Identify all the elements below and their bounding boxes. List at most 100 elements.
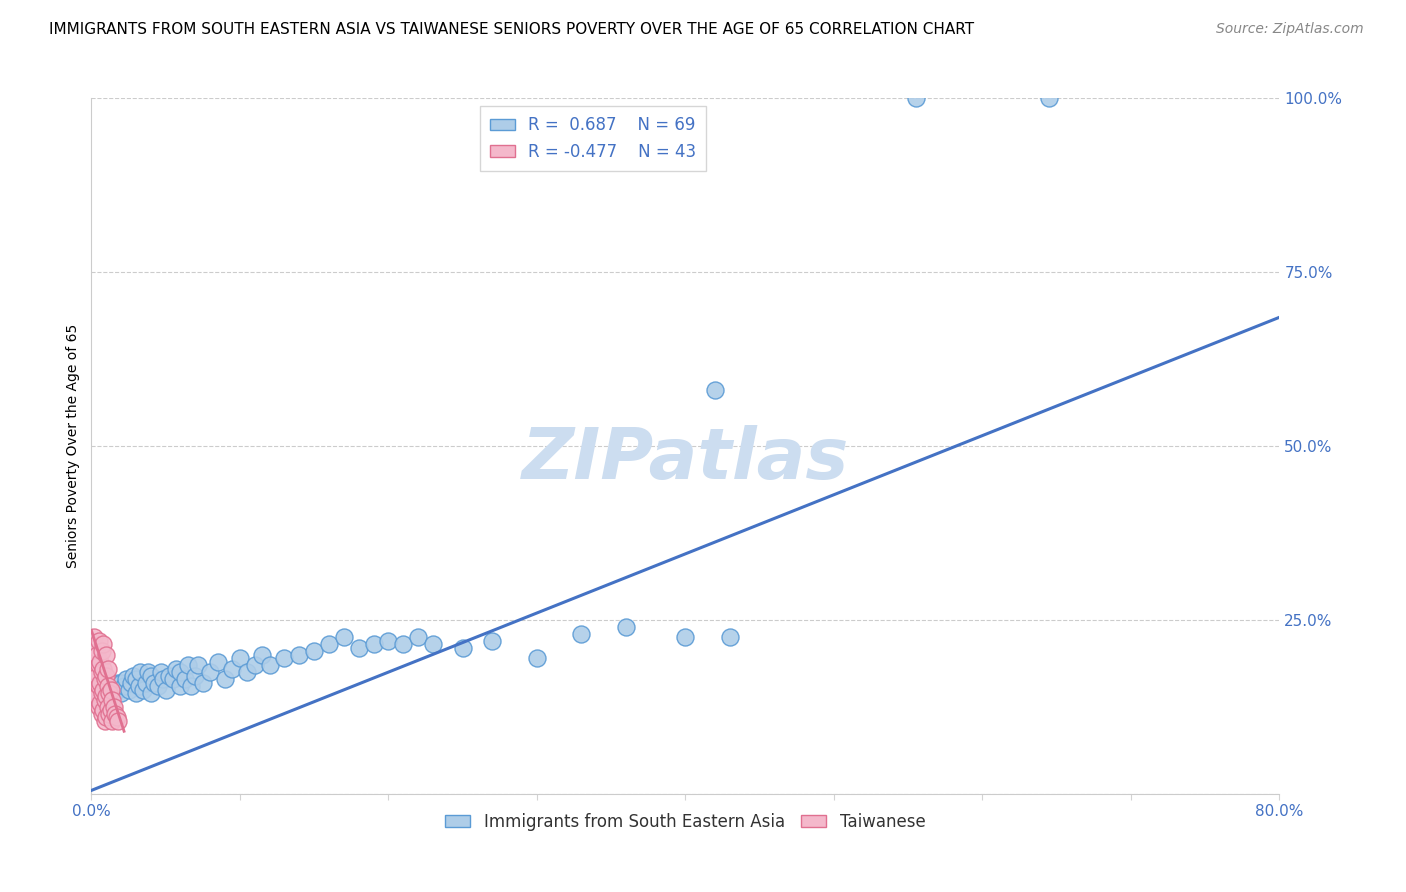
- Point: [150, 665, 173, 680]
- Point: [96, 710, 118, 724]
- Point: [122, 668, 145, 682]
- Point: [157, 668, 180, 682]
- Point: [87, 693, 110, 707]
- Point: [125, 672, 148, 686]
- Point: [112, 679, 135, 693]
- Point: [100, 682, 122, 697]
- Point: [84, 665, 107, 680]
- Point: [250, 648, 273, 662]
- Point: [129, 665, 152, 680]
- Point: [114, 672, 136, 686]
- Point: [101, 714, 124, 728]
- Point: [86, 648, 108, 662]
- Point: [526, 651, 548, 665]
- Point: [704, 384, 727, 398]
- Point: [96, 690, 118, 704]
- Point: [107, 675, 129, 690]
- Point: [363, 637, 385, 651]
- Point: [200, 665, 222, 680]
- Point: [718, 630, 741, 644]
- Point: [101, 693, 124, 707]
- Point: [89, 655, 111, 669]
- Point: [214, 672, 236, 686]
- Point: [97, 699, 120, 714]
- Point: [87, 658, 110, 673]
- Point: [142, 675, 165, 690]
- Point: [377, 633, 399, 648]
- Point: [273, 651, 295, 665]
- Y-axis label: Seniors Poverty Over the Age of 65: Seniors Poverty Over the Age of 65: [66, 324, 80, 568]
- Point: [221, 662, 243, 676]
- Point: [1038, 91, 1060, 105]
- Point: [422, 637, 444, 651]
- Point: [96, 648, 118, 662]
- Text: ZIPatlas: ZIPatlas: [522, 425, 849, 494]
- Point: [105, 682, 128, 697]
- Point: [100, 703, 122, 717]
- Point: [94, 714, 117, 728]
- Point: [107, 714, 129, 728]
- Point: [91, 686, 114, 700]
- Point: [132, 682, 155, 697]
- Text: IMMIGRANTS FROM SOUTH EASTERN ASIA VS TAIWANESE SENIORS POVERTY OVER THE AGE OF : IMMIGRANTS FROM SOUTH EASTERN ASIA VS TA…: [49, 22, 974, 37]
- Point: [169, 679, 191, 693]
- Point: [288, 648, 311, 662]
- Point: [90, 644, 112, 658]
- Point: [229, 651, 252, 665]
- Point: [406, 630, 429, 644]
- Point: [83, 651, 105, 665]
- Legend: Immigrants from South Eastern Asia, Taiwanese: Immigrants from South Eastern Asia, Taiw…: [439, 806, 932, 838]
- Point: [90, 706, 112, 721]
- Point: [86, 668, 108, 682]
- Point: [148, 679, 170, 693]
- Point: [347, 640, 370, 655]
- Point: [98, 706, 121, 721]
- Point: [191, 675, 214, 690]
- Point: [162, 672, 184, 686]
- Point: [91, 662, 114, 676]
- Point: [392, 637, 415, 651]
- Point: [152, 672, 174, 686]
- Point: [90, 665, 112, 680]
- Point: [87, 679, 110, 693]
- Point: [110, 675, 132, 690]
- Point: [84, 686, 107, 700]
- Point: [187, 658, 209, 673]
- Point: [333, 630, 356, 644]
- Point: [136, 665, 159, 680]
- Point: [243, 658, 266, 673]
- Point: [89, 675, 111, 690]
- Point: [614, 620, 637, 634]
- Point: [904, 91, 927, 105]
- Point: [117, 682, 139, 697]
- Point: [180, 679, 202, 693]
- Point: [84, 640, 107, 655]
- Point: [184, 668, 207, 682]
- Point: [100, 679, 122, 693]
- Point: [236, 665, 259, 680]
- Point: [110, 686, 132, 700]
- Point: [155, 682, 177, 697]
- Point: [83, 630, 105, 644]
- Point: [96, 668, 118, 682]
- Point: [89, 697, 111, 711]
- Text: Source: ZipAtlas.com: Source: ZipAtlas.com: [1216, 22, 1364, 37]
- Point: [91, 637, 114, 651]
- Point: [91, 703, 114, 717]
- Point: [97, 679, 120, 693]
- Point: [571, 627, 593, 641]
- Point: [128, 679, 150, 693]
- Point: [135, 675, 157, 690]
- Point: [318, 637, 340, 651]
- Point: [207, 655, 229, 669]
- Point: [98, 682, 121, 697]
- Point: [259, 658, 281, 673]
- Point: [94, 672, 117, 686]
- Point: [165, 662, 187, 676]
- Point: [103, 699, 125, 714]
- Point: [87, 633, 110, 648]
- Point: [94, 693, 117, 707]
- Point: [139, 668, 162, 682]
- Point: [87, 699, 110, 714]
- Point: [673, 630, 696, 644]
